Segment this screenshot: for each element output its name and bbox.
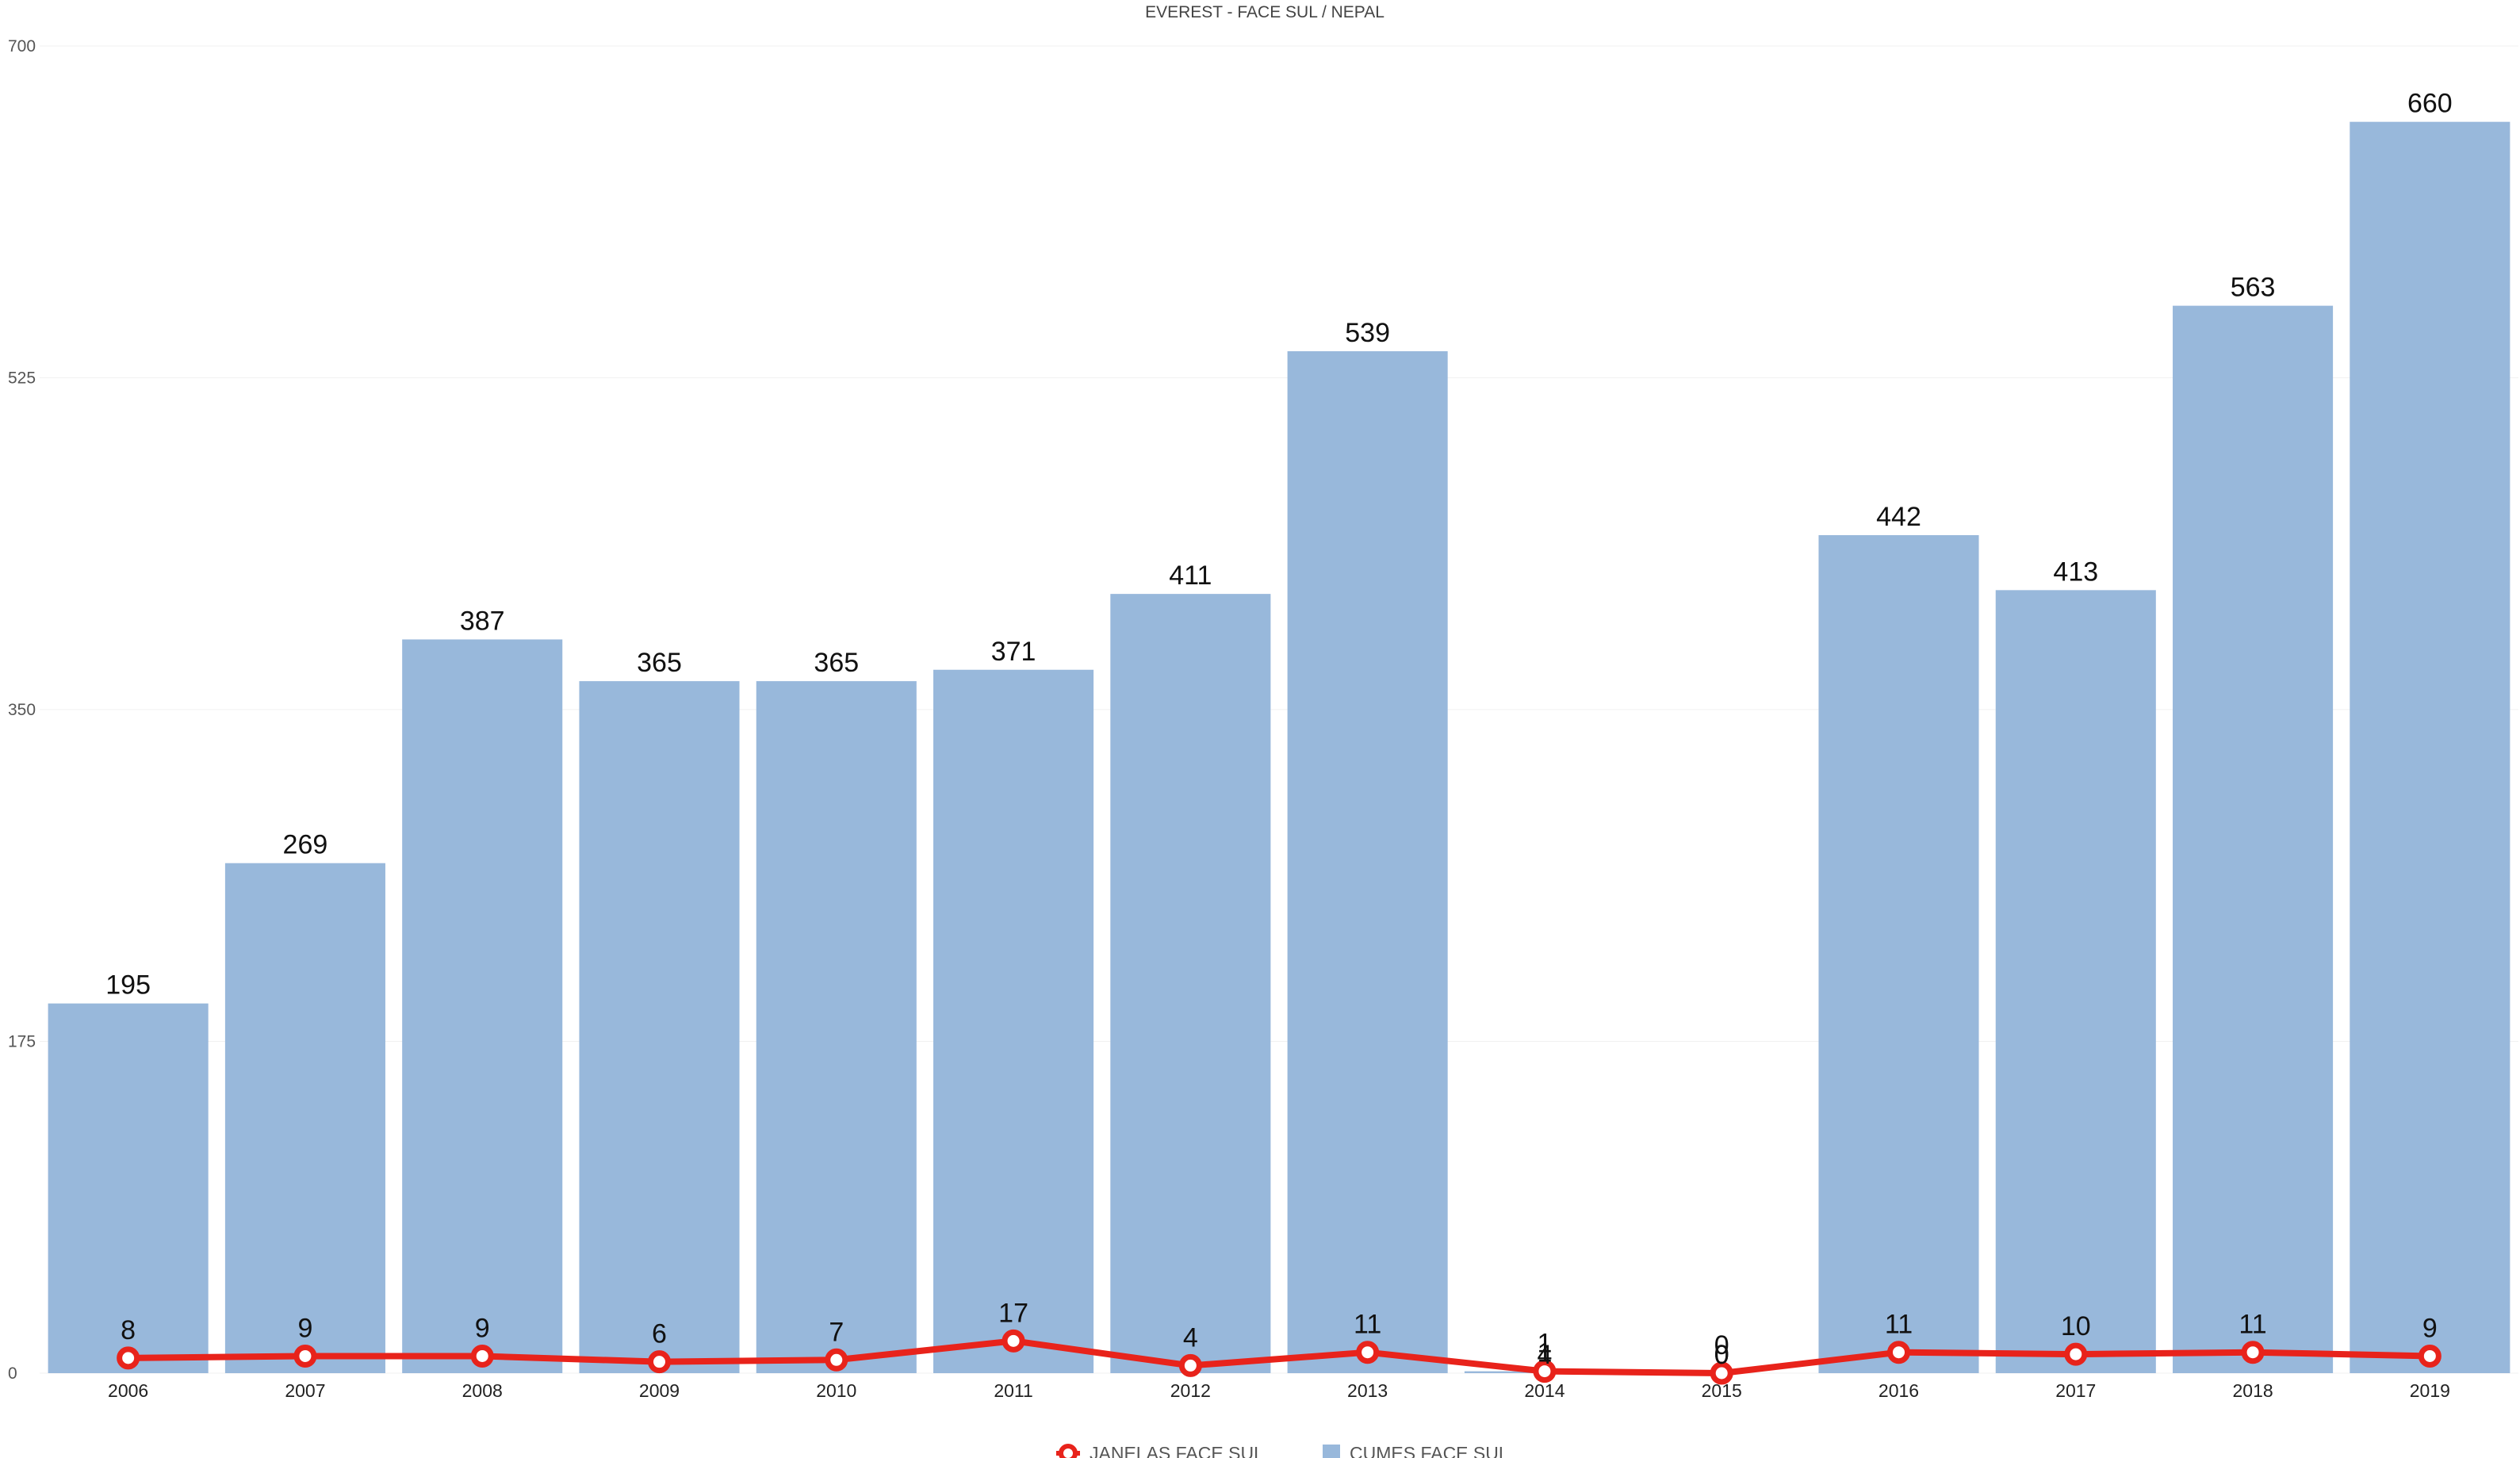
line-point <box>2418 1344 2441 1368</box>
line-value-label: 9 <box>2422 1313 2438 1343</box>
x-tick-label: 2008 <box>462 1380 503 1401</box>
legend-line-marker <box>1059 1444 1078 1458</box>
x-tick-label: 2018 <box>2232 1380 2273 1401</box>
bar-value-label: 387 <box>460 607 505 637</box>
line-value-label: 7 <box>829 1317 844 1347</box>
bar-value-label: 195 <box>105 970 151 1001</box>
line-value-label: 11 <box>2239 1310 2266 1340</box>
x-tick-label: 2017 <box>2055 1380 2096 1401</box>
bar-value-label: 539 <box>1345 318 1390 348</box>
y-tick-label: 525 <box>8 369 36 388</box>
x-tick-label: 2009 <box>639 1380 680 1401</box>
bar <box>2173 305 2334 1373</box>
x-axis: 2006 2007 2008 2009 2010 2011 2012 2013 2014 2015… <box>108 1380 2450 1401</box>
x-tick-label: 2014 <box>1524 1380 1564 1401</box>
line-value-label: 9 <box>475 1313 490 1343</box>
line-point <box>1178 1353 1202 1377</box>
bar <box>1995 590 2156 1373</box>
x-tick-label: 2010 <box>816 1380 856 1401</box>
legend-label-janelas: JANELAS FACE SUL <box>1090 1443 1264 1458</box>
line-point <box>1887 1341 1910 1364</box>
bar-value-label: 413 <box>2053 557 2098 587</box>
line-value-label: 9 <box>297 1313 312 1343</box>
y-axis: 0 175 350 525 700 <box>8 37 36 1383</box>
line-value-label: 4 <box>1183 1322 1198 1353</box>
bar <box>579 681 740 1373</box>
bar-value-label: 0 <box>1714 1340 1729 1370</box>
bar <box>48 1003 209 1373</box>
overlap-value-label: 4 <box>1537 1340 1552 1370</box>
x-tick-label: 2011 <box>994 1380 1032 1401</box>
line-value-label: 1 <box>1537 1329 1552 1359</box>
line-value-label: 6 <box>652 1319 667 1349</box>
x-tick-label: 2012 <box>1170 1380 1211 1401</box>
line-series <box>117 1329 2441 1385</box>
y-tick-label: 350 <box>8 701 36 719</box>
legend-bar-swatch <box>1323 1445 1340 1458</box>
line-point <box>1710 1361 1733 1385</box>
legend-item-bar: CUMES FACE SUL <box>1323 1443 1509 1458</box>
y-tick-label: 175 <box>8 1033 36 1051</box>
overlap-value-label: 0 <box>1714 1340 1729 1370</box>
legend: JANELAS FACE SUL CUMES FACE SUL <box>1056 1443 1509 1458</box>
line-value-label: 11 <box>1354 1310 1381 1340</box>
line-point <box>825 1348 848 1372</box>
bar-value-label: 365 <box>637 648 682 678</box>
bar-value-label: 269 <box>283 830 328 860</box>
bar-series <box>48 121 2510 1374</box>
line-value-label: 11 <box>1885 1310 1913 1340</box>
bar-value-label: 442 <box>1876 502 1921 532</box>
line-point <box>1356 1341 1380 1364</box>
line-value-label: 8 <box>121 1315 136 1345</box>
bar <box>1287 351 1448 1373</box>
line-point <box>2064 1342 2088 1366</box>
x-tick-label: 2019 <box>2410 1380 2450 1401</box>
x-tick-label: 2007 <box>285 1380 325 1401</box>
line-value-label: 10 <box>2061 1311 2091 1341</box>
line-point <box>1533 1360 1557 1383</box>
bar-value-label: 1 <box>1537 1338 1552 1368</box>
legend-label-cumes: CUMES FACE SUL <box>1350 1443 1509 1458</box>
line-value-label: 17 <box>998 1298 1028 1328</box>
bar-value-label: 411 <box>1169 561 1212 591</box>
x-tick-label: 2016 <box>1879 1380 1919 1401</box>
line-point <box>470 1344 494 1368</box>
bar-value-label: 563 <box>2231 273 2276 303</box>
y-tick-label: 0 <box>8 1364 17 1383</box>
line-point <box>293 1344 317 1368</box>
bar <box>224 863 385 1373</box>
legend-item-line: JANELAS FACE SUL <box>1056 1443 1264 1458</box>
bar <box>933 669 1094 1373</box>
line-point <box>117 1346 140 1370</box>
bar <box>1110 594 1271 1373</box>
bar-value-label: 365 <box>814 648 859 678</box>
bar <box>402 639 563 1373</box>
bar-value-label: 371 <box>991 637 1036 667</box>
bar <box>1818 534 1979 1374</box>
y-tick-label: 700 <box>8 37 36 55</box>
line-point <box>1001 1329 1025 1353</box>
line-path <box>128 1337 2430 1376</box>
x-tick-label: 2006 <box>108 1380 148 1401</box>
bar <box>756 681 917 1373</box>
x-tick-label: 2013 <box>1347 1380 1388 1401</box>
line-point <box>2241 1341 2265 1364</box>
chart-title: EVEREST - FACE SUL / NEPAL <box>1145 3 1384 21</box>
line-value-label: 0 <box>1714 1330 1729 1360</box>
bar-value-label: 660 <box>2407 89 2453 119</box>
bar <box>2350 121 2510 1374</box>
line-point <box>648 1350 671 1374</box>
